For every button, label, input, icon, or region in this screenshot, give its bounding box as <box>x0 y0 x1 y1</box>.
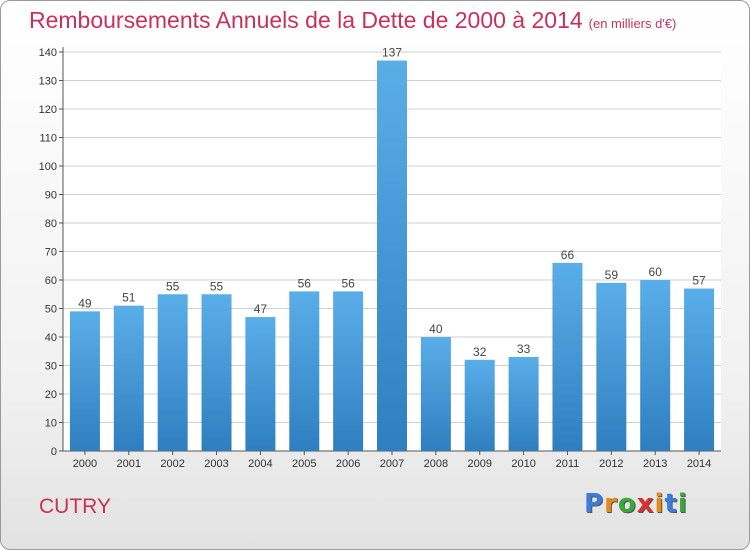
y-tick-label: 50 <box>45 304 57 316</box>
bar <box>596 282 627 451</box>
bar <box>69 311 100 451</box>
x-tick-label: 2001 <box>117 458 141 470</box>
bar-value-label: 60 <box>649 265 663 279</box>
y-tick-label: 110 <box>39 133 57 145</box>
bar-value-label: 137 <box>382 46 402 60</box>
bar-value-label: 59 <box>605 268 619 282</box>
bar-value-label: 32 <box>473 345 487 359</box>
bar <box>333 291 364 451</box>
bar <box>157 294 188 451</box>
y-tick-label: 40 <box>45 332 57 344</box>
bar-value-label: 51 <box>122 291 136 305</box>
y-tick-label: 90 <box>45 190 57 202</box>
logo-letter: t <box>664 489 678 519</box>
y-tick-label: 30 <box>45 361 57 373</box>
bar <box>420 337 451 451</box>
bar <box>508 356 539 451</box>
x-tick-label: 2014 <box>687 458 711 470</box>
bar <box>113 305 144 451</box>
x-tick-label: 2003 <box>204 458 228 470</box>
x-tick-label: 2000 <box>73 458 97 470</box>
chart-title: Remboursements Annuels de la Dette de 20… <box>29 7 676 34</box>
x-tick-label: 2010 <box>511 458 535 470</box>
bar <box>552 262 583 451</box>
y-tick-label: 80 <box>45 218 57 230</box>
y-tick-label: 140 <box>39 47 57 59</box>
bar <box>377 60 407 452</box>
x-tick-label: 2013 <box>643 458 667 470</box>
logo-letter: i <box>654 489 665 519</box>
y-tick-label: 60 <box>45 275 57 287</box>
x-tick-label: 2002 <box>160 458 184 470</box>
bar <box>201 294 232 451</box>
proxiti-logo: Proxiti <box>584 489 688 519</box>
title-text: Remboursements Annuels de la Dette de 20… <box>29 7 583 33</box>
x-tick-label: 2012 <box>599 458 623 470</box>
bar-value-label: 56 <box>341 276 355 290</box>
bar-value-label: 55 <box>210 279 224 293</box>
logo-letter: o <box>617 489 637 519</box>
x-tick-label: 2007 <box>380 458 404 470</box>
x-tick-label: 2005 <box>292 458 316 470</box>
logo-letter: x <box>636 489 655 519</box>
x-tick-label: 2006 <box>336 458 360 470</box>
logo-letter: i <box>677 489 688 519</box>
x-tick-label: 2004 <box>248 458 272 470</box>
commune-name: CUTRY <box>39 495 111 518</box>
bar-value-label: 33 <box>517 342 531 356</box>
y-tick-label: 0 <box>51 446 57 458</box>
chart-subtitle: (en milliers d'€) <box>588 16 677 31</box>
bar-value-label: 56 <box>298 276 312 290</box>
y-tick-label: 70 <box>45 247 57 259</box>
bar-value-label: 47 <box>254 302 268 316</box>
logo-letter: P <box>584 489 605 519</box>
logo-letter: r <box>604 489 618 519</box>
x-tick-label: 2008 <box>424 458 448 470</box>
bar-value-label: 66 <box>561 248 575 262</box>
y-tick-label: 100 <box>39 161 57 173</box>
y-tick-label: 20 <box>45 389 57 401</box>
y-tick-label: 10 <box>45 418 57 430</box>
y-tick-label: 120 <box>39 104 57 116</box>
bar <box>640 280 671 451</box>
bar <box>684 288 715 451</box>
bar-value-label: 49 <box>78 296 92 310</box>
bar <box>289 291 320 451</box>
bar <box>464 359 495 451</box>
bar-value-label: 57 <box>692 274 706 288</box>
bar-value-label: 40 <box>429 322 443 336</box>
x-tick-label: 2011 <box>556 458 580 470</box>
bar <box>245 317 276 451</box>
y-tick-label: 130 <box>39 76 57 88</box>
x-tick-label: 2009 <box>467 458 491 470</box>
bar-value-label: 55 <box>166 279 180 293</box>
